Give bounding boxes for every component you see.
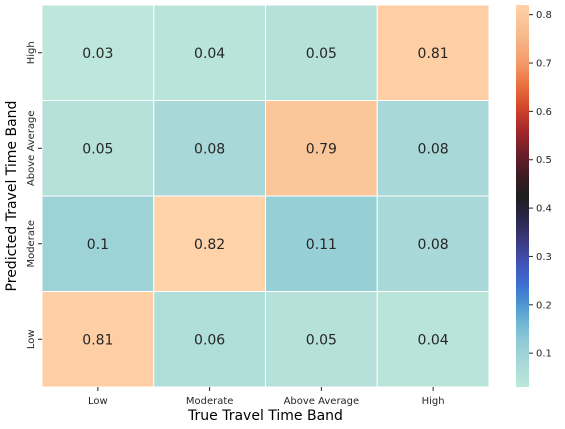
cell-value-label: 0.81 bbox=[82, 332, 113, 348]
colorbar-tick-label: 0.4 bbox=[536, 204, 552, 215]
heatmap-cell bbox=[153, 291, 266, 388]
cell-value-label: 0.11 bbox=[306, 237, 337, 253]
colorbar-tick-label: 0.3 bbox=[536, 252, 552, 263]
heatmap-cell bbox=[265, 291, 378, 388]
heatmap-cell bbox=[41, 291, 155, 388]
cell-value-label: 0.05 bbox=[306, 332, 337, 348]
heatmap-cell bbox=[376, 195, 490, 292]
y-axis-title: Predicted Travel Time Band bbox=[4, 101, 20, 292]
heatmap-cell-labels: 0.03 0.04 0.05 0.81 0.05 0.08 0.79 0.08 0.1 0.82 0… bbox=[82, 46, 449, 349]
y-axis-ticks: High Above Average Moderate Low bbox=[26, 41, 42, 349]
y-tick-label: Low bbox=[26, 329, 37, 349]
colorbar-tick-label: 0.8 bbox=[536, 10, 552, 21]
cell-value-label: 0.04 bbox=[418, 332, 449, 348]
colorbar-tick-label: 0.1 bbox=[536, 349, 552, 360]
colorbar-tick-label: 0.2 bbox=[536, 300, 552, 311]
x-tick-label: Above Average bbox=[284, 396, 360, 407]
heatmap-cell bbox=[376, 100, 490, 197]
heatmap-cell bbox=[153, 4, 266, 101]
heatmap-cell bbox=[376, 4, 490, 101]
cell-value-label: 0.05 bbox=[306, 46, 337, 62]
y-tick-label: Moderate bbox=[26, 220, 37, 268]
cell-value-label: 0.06 bbox=[194, 332, 225, 348]
x-tick-label: Moderate bbox=[186, 396, 234, 407]
heatmap-cells bbox=[41, 4, 490, 388]
colorbar-tick-label: 0.7 bbox=[536, 59, 552, 70]
colorbar-ticks: 0.1 0.2 0.3 0.4 0.5 0.6 0.7 0.8 bbox=[529, 10, 552, 360]
cell-value-label: 0.08 bbox=[194, 141, 225, 157]
cell-value-label: 0.79 bbox=[306, 141, 337, 157]
y-tick-label: High bbox=[26, 41, 37, 64]
colorbar-tick-label: 0.5 bbox=[536, 155, 552, 166]
cell-value-label: 0.08 bbox=[418, 141, 449, 157]
heatmap-cell bbox=[153, 100, 266, 197]
cell-value-label: 0.81 bbox=[418, 46, 449, 62]
colorbar bbox=[516, 5, 529, 387]
cell-value-label: 0.08 bbox=[418, 237, 449, 253]
y-tick-label: Above Average bbox=[26, 110, 37, 186]
x-axis-title: True Travel Time Band bbox=[187, 408, 343, 424]
x-tick-label: High bbox=[422, 396, 445, 407]
heatmap-cell bbox=[41, 100, 155, 197]
cell-value-label: 0.05 bbox=[82, 141, 113, 157]
cell-value-label: 0.1 bbox=[87, 237, 109, 253]
cell-value-label: 0.04 bbox=[194, 46, 225, 62]
heatmap-cell bbox=[265, 4, 378, 101]
colorbar-tick-label: 0.6 bbox=[536, 107, 552, 118]
cell-value-label: 0.82 bbox=[194, 237, 225, 253]
heatmap-cell bbox=[41, 4, 155, 101]
x-tick-label: Low bbox=[88, 396, 108, 407]
cell-value-label: 0.03 bbox=[82, 46, 113, 62]
x-axis-ticks: Low Moderate Above Average High bbox=[88, 387, 445, 407]
heatmap-cell bbox=[376, 291, 490, 388]
heatmap-cell bbox=[153, 195, 266, 292]
